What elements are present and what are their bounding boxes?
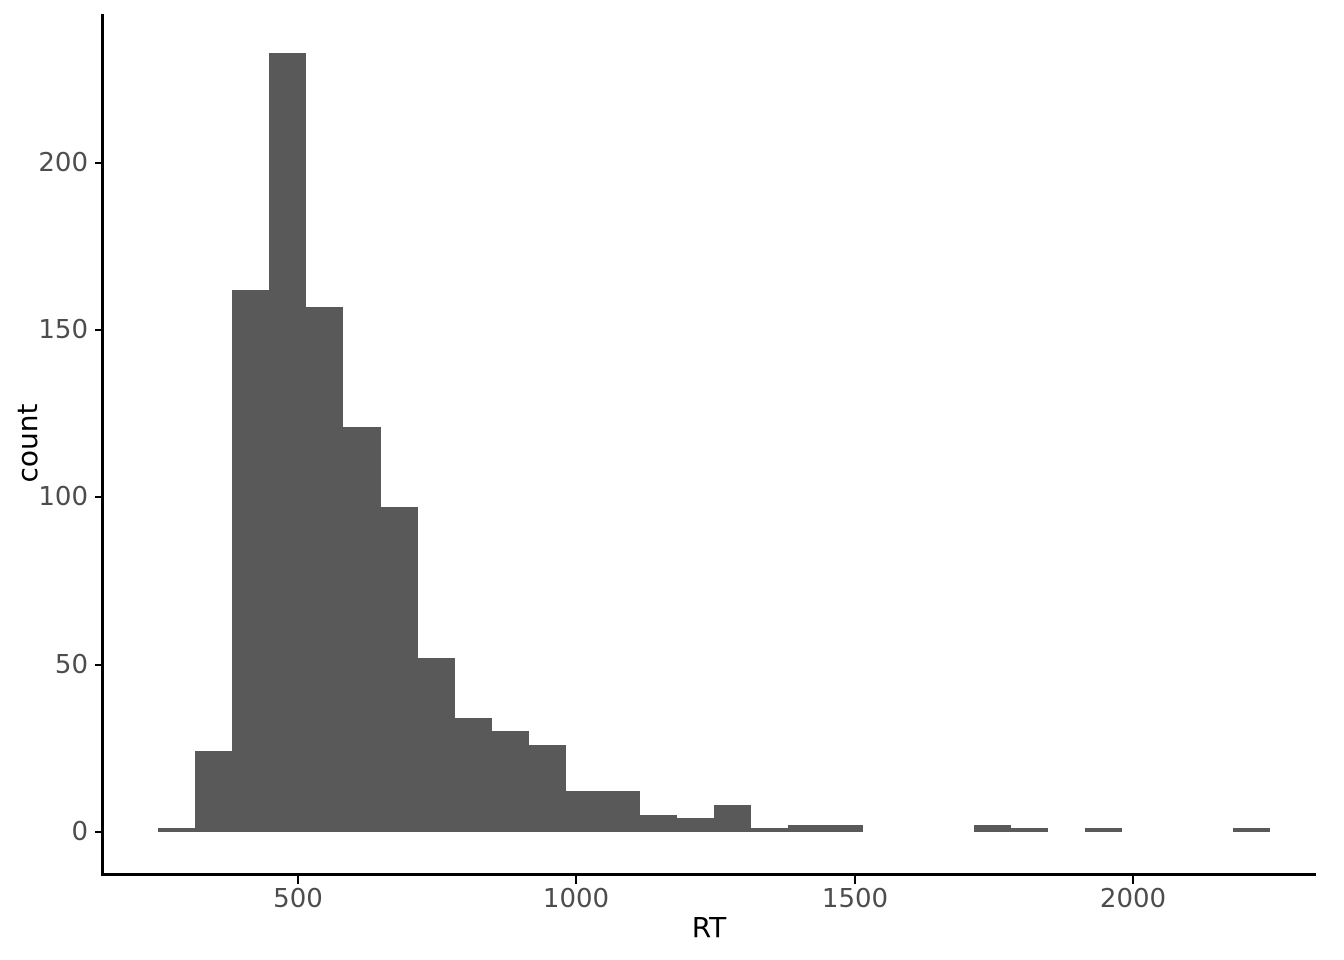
x-axis-tick (297, 876, 299, 884)
histogram-bar (1233, 828, 1270, 832)
histogram-bar (974, 825, 1011, 832)
histogram-bar (418, 658, 455, 832)
y-tick-label: 50 (54, 650, 88, 680)
histogram-bar (751, 828, 788, 832)
x-axis-title: RT (691, 911, 727, 944)
x-axis-tick (854, 876, 856, 884)
x-axis-line (101, 873, 1316, 876)
histogram-bar (1085, 828, 1122, 832)
histogram-bar (269, 53, 306, 832)
y-axis-tick (95, 496, 103, 498)
histogram-bar (455, 718, 492, 832)
y-axis-line (101, 14, 104, 876)
y-tick-label: 150 (38, 315, 88, 345)
histogram-bar (232, 290, 269, 832)
y-axis-tick (95, 329, 103, 331)
histogram-bar (381, 507, 418, 832)
histogram-bar (195, 751, 232, 832)
histogram-bar (714, 805, 751, 832)
x-tick-label: 1500 (821, 884, 889, 914)
histogram-bar (603, 791, 640, 832)
histogram-bar (825, 825, 863, 832)
x-axis-tick (1132, 876, 1134, 884)
histogram-bar (566, 791, 603, 832)
x-axis-tick (575, 876, 577, 884)
plot-panel (103, 14, 1316, 873)
histogram-bar (677, 818, 714, 832)
histogram-bar (640, 815, 677, 832)
histogram-bar (492, 731, 529, 832)
histogram-bar (306, 307, 343, 832)
histogram-bar (343, 427, 381, 832)
y-axis-tick (95, 162, 103, 164)
histogram-bar (1011, 828, 1048, 832)
y-tick-label: 0 (71, 817, 88, 847)
y-tick-label: 200 (38, 148, 88, 178)
y-axis-tick (95, 831, 103, 833)
y-axis-tick (95, 664, 103, 666)
histogram-bar (788, 825, 825, 832)
x-tick-label: 2000 (1099, 884, 1167, 914)
x-tick-label: 1000 (542, 884, 610, 914)
x-tick-label: 500 (273, 884, 323, 914)
histogram-bar (158, 828, 195, 832)
histogram-bar (529, 745, 566, 832)
y-tick-label: 100 (38, 482, 88, 512)
